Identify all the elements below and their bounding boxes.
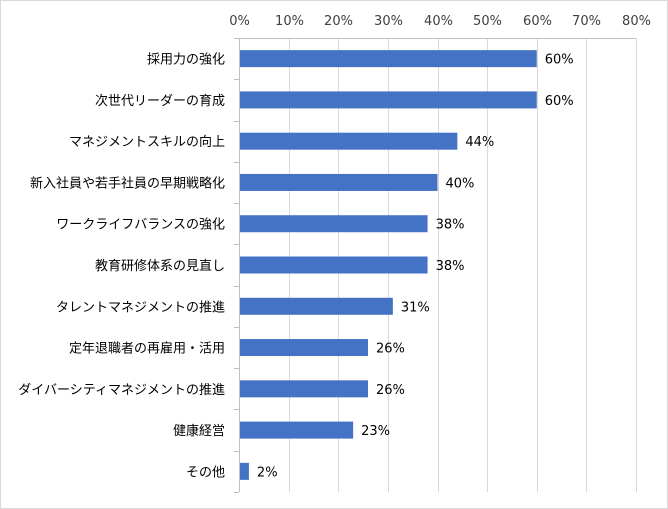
bar [240, 173, 438, 191]
category-label: タレントマネジメントの推進 [56, 300, 225, 315]
category-label: ワークライフバランスの強化 [56, 218, 225, 233]
x-tick-label: 70% [572, 14, 601, 29]
data-label: 38% [436, 218, 465, 233]
data-label: 26% [376, 383, 405, 398]
bar [240, 50, 537, 68]
data-label: 26% [376, 342, 405, 357]
x-tick-label: 10% [275, 14, 304, 29]
category-label: 定年退職者の再雇用・活用 [69, 341, 225, 357]
bar [240, 380, 369, 398]
bar [240, 462, 249, 480]
data-label: 40% [446, 176, 475, 191]
x-tick-label: 80% [622, 14, 651, 29]
category-label: 教育研修体系の見直し [95, 258, 225, 274]
bar [240, 421, 354, 439]
data-label: 60% [545, 94, 574, 109]
data-label: 38% [436, 259, 465, 274]
x-tick-label: 60% [523, 14, 552, 29]
data-label: 44% [465, 135, 494, 150]
data-label: 23% [361, 424, 390, 439]
bar [240, 297, 393, 315]
bar [240, 91, 537, 109]
category-label: 新入社員や若手社員の早期戦略化 [30, 175, 225, 191]
bar [240, 339, 369, 357]
category-label: 次世代リーダーの育成 [95, 93, 225, 109]
bar [240, 132, 458, 150]
x-tick-label: 50% [473, 14, 502, 29]
x-tick-label: 40% [424, 14, 453, 29]
data-label: 2% [257, 465, 278, 480]
category-label: ダイバーシティマネジメントの推進 [18, 383, 225, 398]
category-label: マネジメントスキルの向上 [69, 134, 225, 150]
category-label: その他 [186, 465, 225, 480]
category-label: 健康経営 [173, 423, 225, 439]
x-tick-label: 0% [229, 14, 250, 29]
x-tick-label: 30% [374, 14, 403, 29]
bar [240, 256, 428, 274]
bar [240, 215, 428, 233]
category-label: 採用力の強化 [147, 53, 225, 68]
x-tick-label: 20% [324, 14, 353, 29]
data-label: 60% [545, 53, 574, 68]
data-label: 31% [401, 300, 430, 315]
